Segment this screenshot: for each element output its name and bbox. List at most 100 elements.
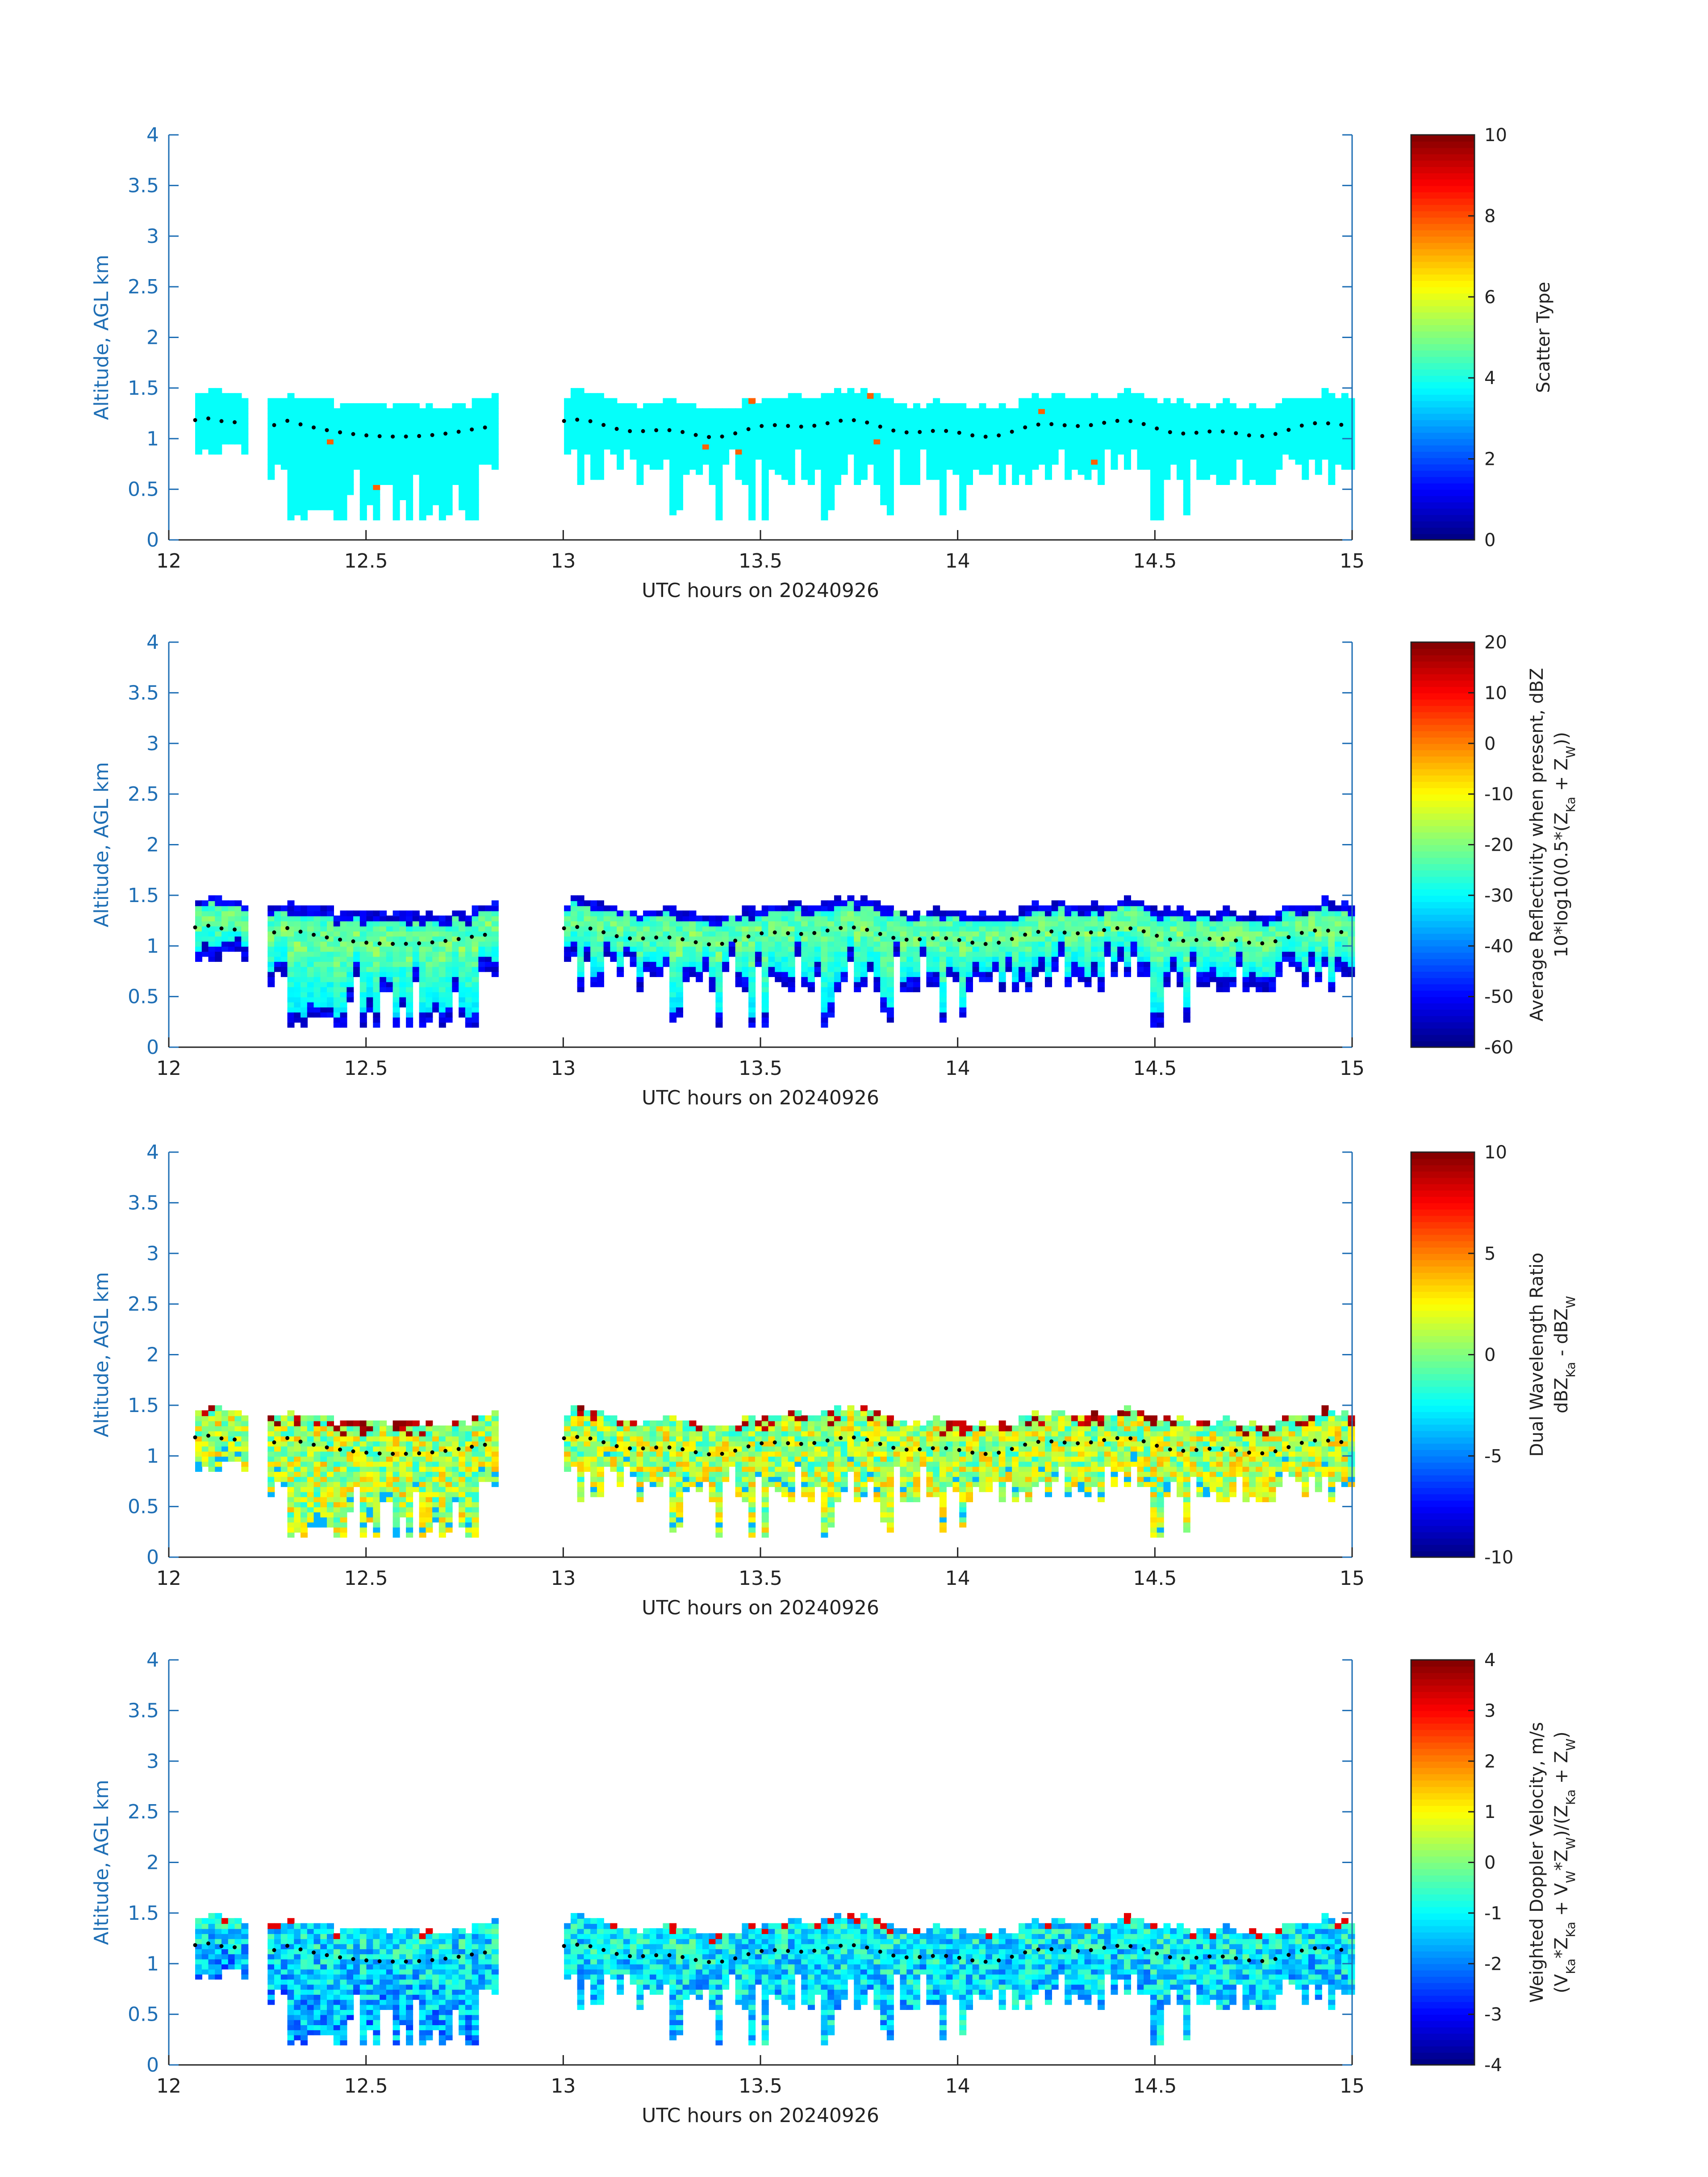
heatmap-cell [1111,448,1118,455]
heatmap-cell [610,940,618,947]
heatmap-cell [333,413,341,419]
heatmap-cell [913,423,920,430]
heatmap-cell [952,439,960,445]
heatmap-cell [959,931,967,937]
heatmap-cell [834,940,841,947]
heatmap-cell [834,900,841,907]
heatmap-cell [702,966,710,972]
heatmap-cell [380,915,387,922]
heatmap-cell [860,474,868,480]
heatmap-cell [669,976,677,982]
heatmap-cell [438,418,446,424]
heatmap-cell [590,976,598,982]
heatmap-cell [1031,428,1039,435]
heatmap-cell [669,920,677,927]
heatmap-cell [827,448,835,455]
heatmap-cell [1051,413,1059,419]
heatmap-cell [682,956,690,962]
cloud-top-point [483,425,487,430]
heatmap-cell [1183,403,1190,409]
heatmap-cell [676,423,683,430]
heatmap-cell [393,499,400,506]
heatmap-cell [287,961,295,967]
heatmap-cell [313,951,321,957]
heatmap-cell [294,433,301,439]
heatmap-cell [320,910,328,916]
heatmap-cell [432,469,440,475]
heatmap-cell [327,996,334,1003]
heatmap-cell [485,439,493,445]
heatmap-cell [373,413,380,419]
heatmap-cell [1157,940,1164,947]
heatmap-cell [485,428,493,435]
heatmap-cell [1124,910,1131,916]
heatmap-cell [399,931,407,937]
heatmap-cell [1275,448,1283,455]
heatmap-cell [1157,951,1164,957]
heatmap-cell [1045,905,1052,911]
heatmap-cell [307,479,314,485]
heatmap-cell [827,443,835,450]
heatmap-cell [781,951,789,957]
heatmap-cell [959,986,967,992]
heatmap-cell [399,489,407,495]
heatmap-cell [359,464,367,470]
heatmap-cell [1038,443,1046,450]
heatmap-cell [755,940,762,947]
heatmap-cell [1045,940,1052,947]
heatmap-cell [768,403,776,409]
heatmap-cell [333,448,341,455]
heatmap-cell [696,464,703,470]
heatmap-cell [1269,413,1276,419]
heatmap-cell [215,433,222,439]
heatmap-cell [992,439,999,445]
heatmap-cell [834,408,841,414]
heatmap-cell [1117,956,1125,962]
heatmap-cell [959,423,967,430]
heatmap-cell [1183,1002,1190,1007]
heatmap-cell [1031,915,1039,922]
heatmap-cell [353,931,360,937]
heatmap-cell [1302,418,1309,424]
heatmap-cell [775,398,782,404]
heatmap-cell [834,479,841,485]
heatmap-cell [1150,459,1157,465]
heatmap-cell [788,951,795,957]
heatmap-cell [1262,479,1270,485]
heatmap-cell [1150,956,1157,962]
heatmap-cell [228,931,235,937]
heatmap-cell [669,489,677,495]
heatmap-cell [1019,910,1026,916]
heatmap-cell [432,484,440,490]
heatmap-cell [847,423,855,430]
heatmap-cell [676,464,683,470]
heatmap-cell [886,931,894,937]
heatmap-cell [682,976,690,982]
heatmap-cell [814,961,822,967]
heatmap-cell [333,489,341,495]
heatmap-cell [445,464,453,470]
heatmap-cell [880,448,888,455]
heatmap-cell [1341,393,1349,399]
heatmap-cell [1137,433,1144,439]
heatmap-cell [860,946,868,952]
heatmap-cell [1157,981,1164,987]
heatmap-cell [952,915,960,922]
heatmap-cell [327,489,334,495]
heatmap-cell [722,956,730,962]
heatmap-cell [669,971,677,977]
colorbar-step [1411,470,1474,477]
heatmap-cell [307,956,314,962]
heatmap-cell [735,925,743,932]
heatmap-cell [301,433,308,439]
heatmap-cell [801,454,809,460]
heatmap-cell [1170,940,1178,947]
heatmap-cell [1084,951,1092,957]
heatmap-cell [1150,494,1157,500]
heatmap-cell [854,393,861,399]
heatmap-cell [1058,443,1065,450]
heatmap-cell [768,433,776,439]
heatmap-cell [366,499,374,506]
colorbar-tick-label: 8 [1484,206,1495,226]
heatmap-cell [333,459,341,465]
